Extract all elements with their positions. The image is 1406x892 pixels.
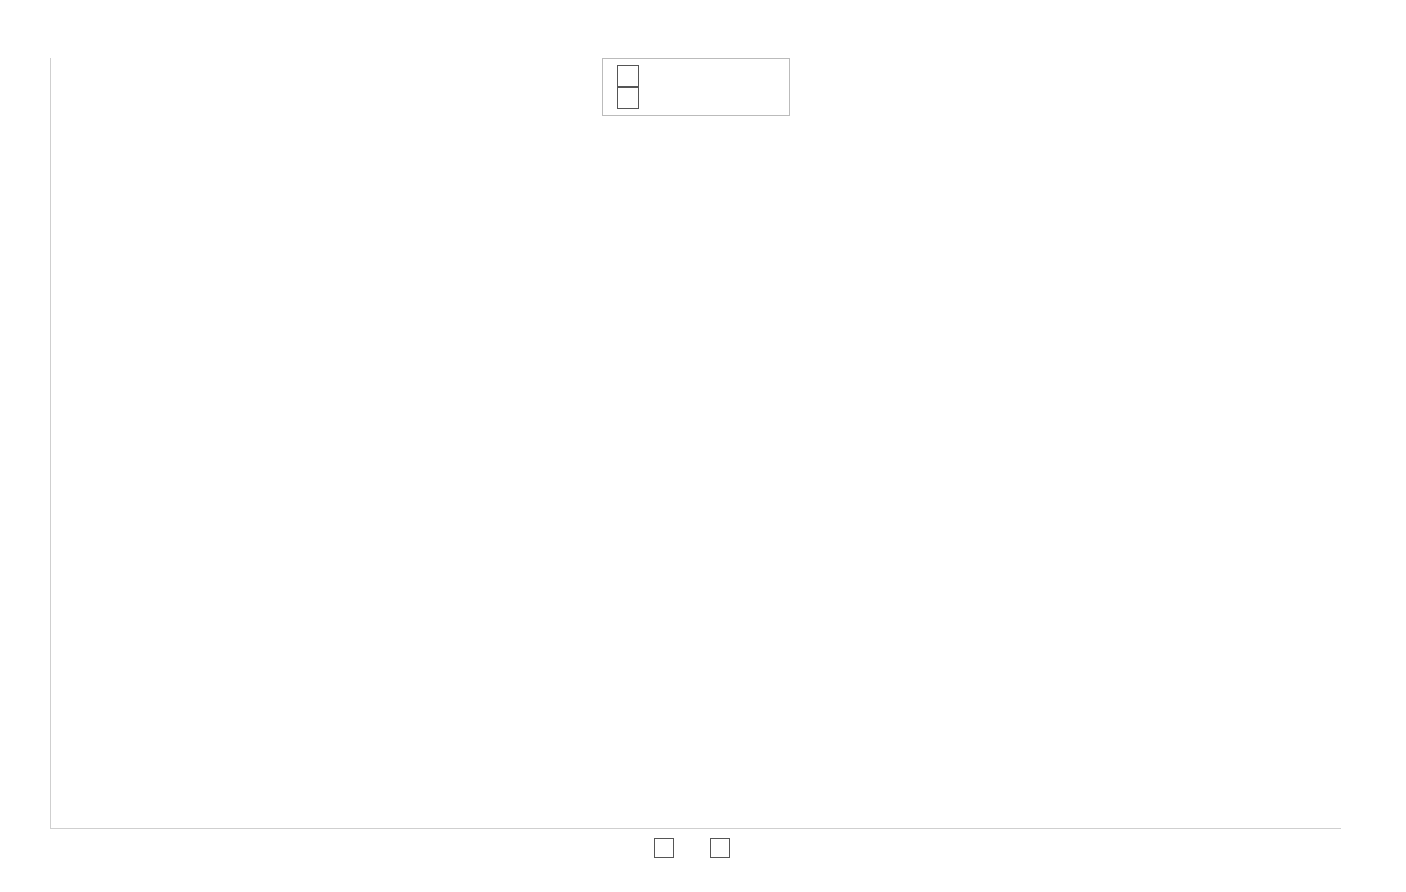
scatter-plot-area xyxy=(50,58,1341,829)
swatch-hispanic xyxy=(654,838,674,858)
swatch-filipino xyxy=(617,87,639,109)
swatch-hispanic xyxy=(617,65,639,87)
legend-row-hispanic xyxy=(617,65,775,87)
correlation-legend xyxy=(602,58,790,116)
trend-lines xyxy=(51,58,1341,828)
chart-header xyxy=(0,0,1406,28)
legend-row-filipino xyxy=(617,87,775,109)
legend-item-hispanic xyxy=(654,838,682,858)
swatch-filipino xyxy=(710,838,730,858)
series-legend xyxy=(654,838,738,858)
legend-item-filipino xyxy=(710,838,738,858)
